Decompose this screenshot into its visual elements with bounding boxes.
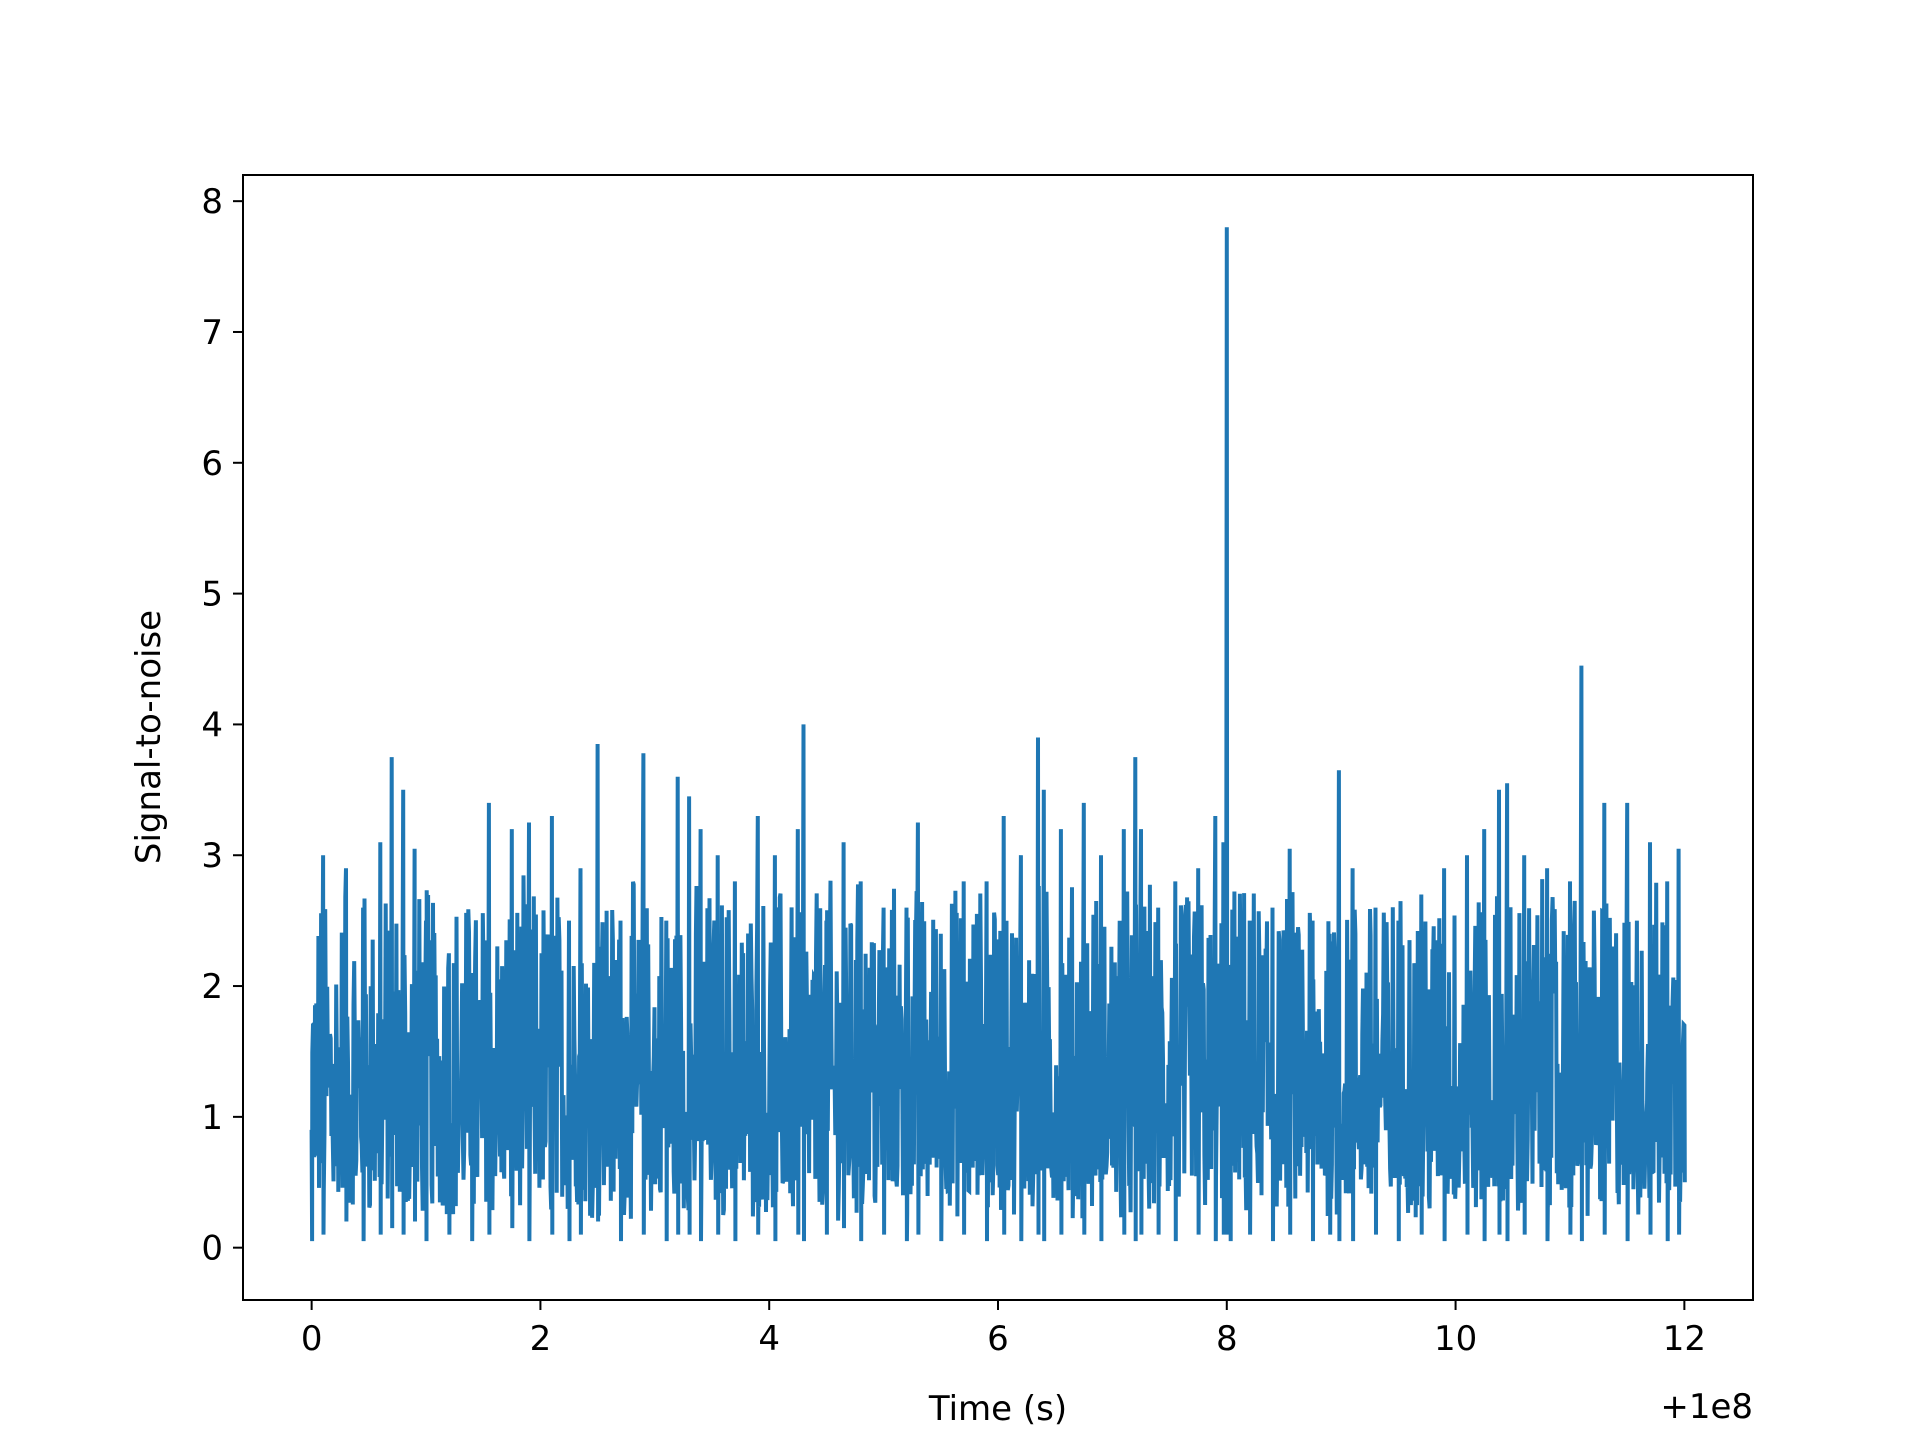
y-axis-label: Signal-to-noise <box>129 610 169 864</box>
y-axis: 0 1 2 3 4 5 6 7 8 <box>201 182 243 1269</box>
y-tick-label: 4 <box>201 705 223 745</box>
x-axis: 0 2 4 6 8 10 12 <box>301 1300 1706 1359</box>
series-layer <box>309 227 1687 1242</box>
x-tick-label: 10 <box>1434 1319 1477 1359</box>
y-tick-label: 7 <box>201 313 223 353</box>
y-tick-label: 1 <box>201 1098 223 1138</box>
x-tick-label: 4 <box>758 1319 780 1359</box>
y-tick-label: 8 <box>201 182 223 222</box>
x-tick-label: 8 <box>1216 1319 1238 1359</box>
snr-series-line <box>309 227 1687 1242</box>
x-axis-label: Time (s) <box>928 1389 1067 1429</box>
y-tick-label: 3 <box>201 836 223 876</box>
y-tick-label: 2 <box>201 967 223 1007</box>
x-tick-label: 12 <box>1663 1319 1706 1359</box>
x-axis-offset-label: +1e8 <box>1660 1387 1753 1427</box>
y-tick-label: 5 <box>201 575 223 615</box>
x-tick-label: 2 <box>530 1319 552 1359</box>
y-tick-label: 0 <box>201 1229 223 1269</box>
y-tick-label: 6 <box>201 444 223 484</box>
x-tick-label: 0 <box>301 1319 323 1359</box>
x-tick-label: 6 <box>987 1319 1009 1359</box>
